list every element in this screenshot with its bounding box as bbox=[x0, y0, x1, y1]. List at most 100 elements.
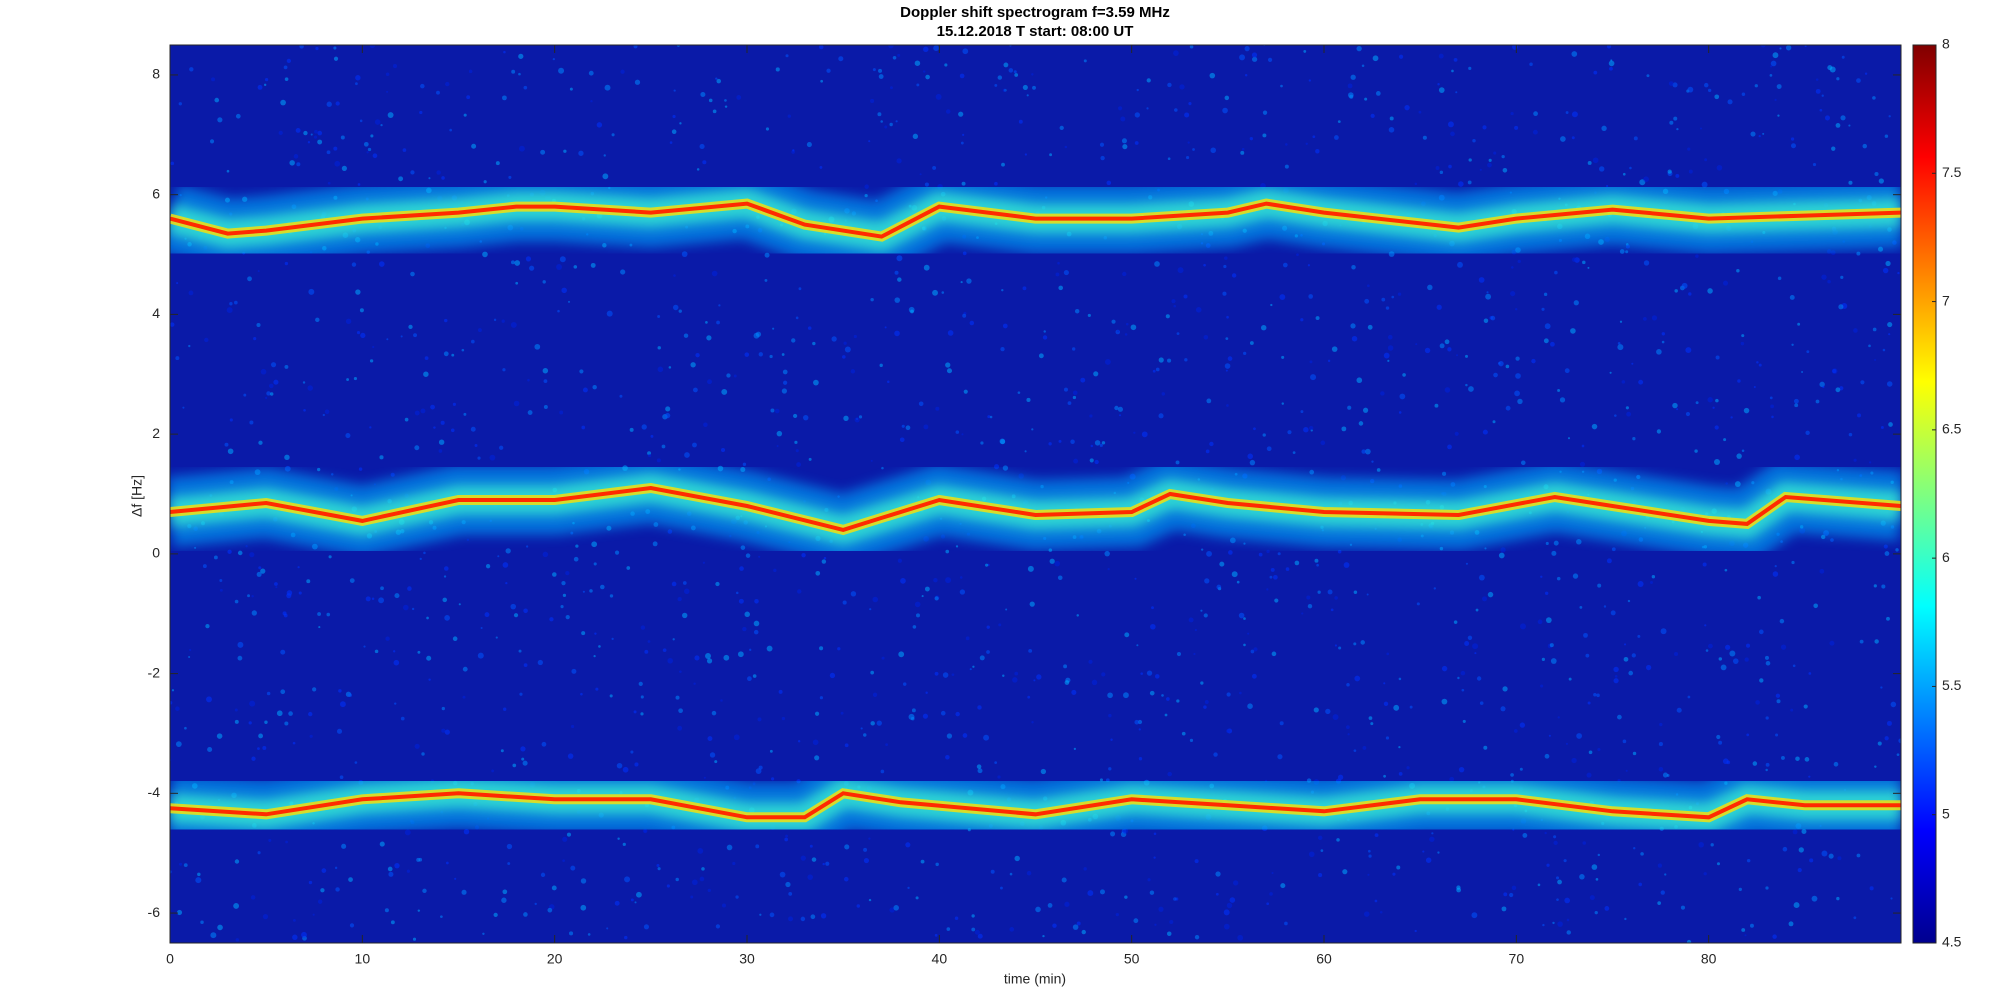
noise bbox=[333, 46, 337, 50]
noise bbox=[1009, 927, 1015, 932]
noise bbox=[606, 927, 609, 930]
noise bbox=[489, 454, 496, 461]
noise bbox=[692, 442, 697, 448]
noise bbox=[1347, 405, 1352, 410]
noise bbox=[1554, 270, 1558, 275]
noise bbox=[592, 384, 597, 390]
noise bbox=[1184, 112, 1190, 118]
noise bbox=[850, 591, 857, 597]
noise bbox=[1675, 173, 1680, 178]
noise bbox=[870, 670, 875, 675]
noise bbox=[1438, 53, 1444, 59]
noise bbox=[1226, 729, 1230, 733]
noise bbox=[182, 406, 185, 409]
noise bbox=[738, 598, 744, 604]
noise bbox=[1203, 613, 1208, 618]
noise bbox=[307, 385, 313, 391]
noise bbox=[795, 316, 799, 320]
noise bbox=[1236, 580, 1240, 584]
noise bbox=[1688, 292, 1692, 296]
noise bbox=[776, 445, 779, 448]
noise bbox=[708, 98, 713, 103]
noise bbox=[814, 755, 820, 761]
noise bbox=[249, 700, 256, 707]
noise bbox=[1398, 677, 1402, 681]
noise bbox=[484, 612, 490, 618]
noise bbox=[335, 887, 340, 892]
noise bbox=[1609, 66, 1613, 71]
noise bbox=[369, 426, 372, 429]
noise bbox=[1886, 381, 1893, 387]
noise bbox=[1881, 584, 1886, 589]
noise bbox=[1347, 92, 1354, 98]
noise bbox=[205, 624, 210, 629]
noise bbox=[1579, 605, 1583, 609]
noise bbox=[1746, 643, 1751, 648]
noise bbox=[1176, 651, 1182, 657]
noise bbox=[724, 105, 728, 108]
noise bbox=[414, 743, 420, 749]
noise bbox=[1556, 898, 1559, 902]
noise bbox=[1544, 753, 1550, 759]
noise bbox=[1884, 134, 1889, 138]
noise bbox=[1397, 292, 1402, 296]
noise bbox=[1089, 458, 1094, 463]
noise bbox=[1744, 657, 1749, 662]
noise bbox=[1249, 137, 1253, 141]
noise bbox=[1325, 708, 1331, 715]
noise bbox=[667, 657, 673, 664]
noise bbox=[1744, 934, 1747, 937]
noise bbox=[682, 581, 687, 585]
noise bbox=[630, 750, 634, 754]
noise bbox=[699, 143, 705, 150]
noise bbox=[1076, 921, 1081, 926]
noise bbox=[570, 724, 575, 729]
noise bbox=[463, 412, 467, 416]
noise bbox=[1461, 688, 1465, 692]
noise bbox=[293, 154, 299, 159]
noise bbox=[1317, 590, 1321, 594]
noise bbox=[1374, 899, 1378, 903]
noise bbox=[1505, 364, 1510, 369]
noise bbox=[715, 924, 721, 929]
noise bbox=[1565, 742, 1569, 745]
noise bbox=[1362, 746, 1367, 750]
noise bbox=[1656, 429, 1662, 434]
noise bbox=[1346, 725, 1350, 729]
noise bbox=[1388, 127, 1395, 133]
noise bbox=[256, 571, 262, 577]
noise bbox=[1774, 565, 1777, 568]
noise bbox=[1571, 51, 1578, 57]
noise bbox=[1361, 449, 1366, 454]
noise bbox=[417, 909, 421, 912]
noise bbox=[194, 546, 197, 549]
noise bbox=[1681, 282, 1688, 289]
noise bbox=[901, 424, 905, 428]
noise bbox=[1503, 892, 1508, 897]
noise bbox=[1200, 609, 1203, 612]
noise bbox=[876, 720, 882, 726]
noise bbox=[525, 256, 532, 262]
noise bbox=[1540, 684, 1544, 688]
noise bbox=[393, 650, 396, 653]
noise bbox=[1606, 45, 1612, 49]
noise bbox=[170, 700, 173, 705]
noise bbox=[1387, 359, 1390, 362]
noise bbox=[1147, 878, 1151, 882]
noise bbox=[349, 578, 355, 584]
noise bbox=[1873, 584, 1877, 588]
noise bbox=[214, 97, 220, 103]
noise bbox=[979, 655, 985, 661]
noise bbox=[575, 544, 579, 548]
noise bbox=[903, 682, 907, 686]
noise bbox=[226, 307, 233, 314]
noise bbox=[1592, 157, 1599, 164]
noise bbox=[1752, 761, 1758, 766]
noise bbox=[934, 596, 939, 601]
noise bbox=[966, 278, 972, 284]
noise bbox=[458, 603, 461, 606]
noise bbox=[1660, 628, 1667, 635]
noise bbox=[959, 589, 966, 595]
noise bbox=[1566, 918, 1570, 922]
noise bbox=[1150, 623, 1156, 630]
